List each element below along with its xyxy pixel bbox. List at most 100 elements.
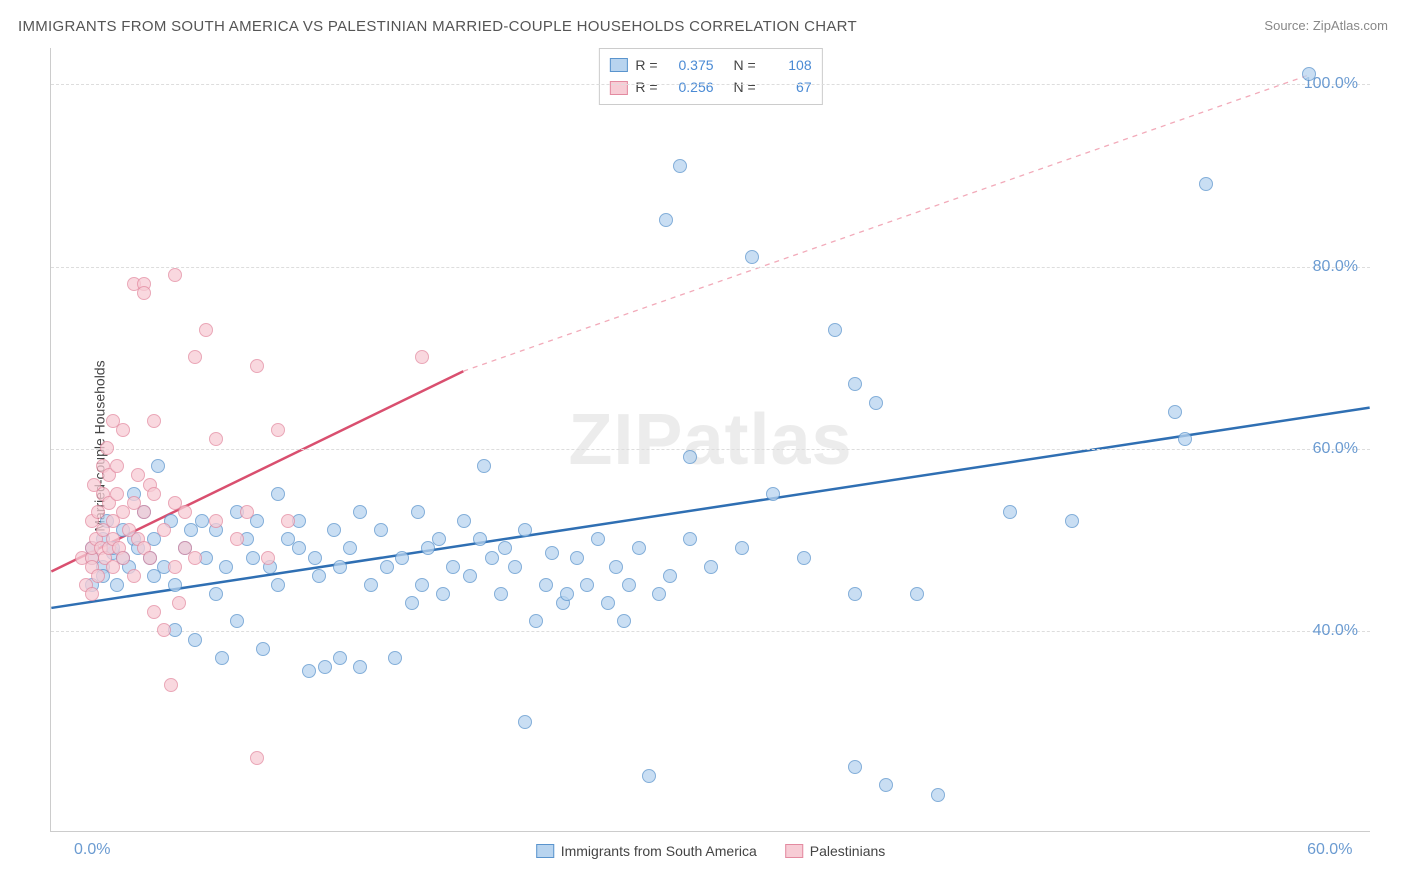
scatter-point — [147, 487, 161, 501]
scatter-point — [632, 541, 646, 555]
scatter-point — [110, 578, 124, 592]
scatter-point — [518, 523, 532, 537]
scatter-point — [110, 487, 124, 501]
scatter-point — [848, 587, 862, 601]
chart-container: IMMIGRANTS FROM SOUTH AMERICA VS PALESTI… — [0, 0, 1406, 892]
scatter-point — [498, 541, 512, 555]
scatter-point — [745, 250, 759, 264]
scatter-point — [1065, 514, 1079, 528]
scatter-point — [545, 546, 559, 560]
scatter-point — [271, 423, 285, 437]
scatter-point — [380, 560, 394, 574]
scatter-point — [395, 551, 409, 565]
scatter-point — [100, 441, 114, 455]
trend-lines-layer — [51, 48, 1370, 831]
scatter-point — [415, 578, 429, 592]
scatter-point — [580, 578, 594, 592]
scatter-point — [209, 514, 223, 528]
legend-swatch-blue — [609, 58, 627, 72]
scatter-point — [312, 569, 326, 583]
n-label: N = — [733, 54, 755, 76]
scatter-point — [127, 569, 141, 583]
watermark-zip: ZIP — [568, 400, 683, 480]
scatter-point — [539, 578, 553, 592]
scatter-point — [704, 560, 718, 574]
scatter-point — [869, 396, 883, 410]
source-attribution: Source: ZipAtlas.com — [1264, 18, 1388, 33]
scatter-point — [131, 468, 145, 482]
plot-area: ZIPatlas R = 0.375 N = 108 R = 0.256 N =… — [50, 48, 1370, 832]
scatter-point — [168, 268, 182, 282]
scatter-point — [848, 760, 862, 774]
scatter-point — [436, 587, 450, 601]
scatter-point — [230, 532, 244, 546]
scatter-point — [797, 551, 811, 565]
scatter-point — [652, 587, 666, 601]
scatter-point — [250, 359, 264, 373]
scatter-point — [215, 651, 229, 665]
legend-label-pink: Palestinians — [810, 843, 886, 859]
scatter-point — [560, 587, 574, 601]
correlation-row-blue: R = 0.375 N = 108 — [609, 54, 811, 76]
scatter-point — [147, 605, 161, 619]
scatter-point — [157, 523, 171, 537]
source-label: Source: — [1264, 18, 1309, 33]
r-value-blue: 0.375 — [668, 54, 714, 76]
scatter-point — [318, 660, 332, 674]
scatter-point — [494, 587, 508, 601]
legend-swatch-blue — [536, 844, 554, 858]
scatter-point — [353, 660, 367, 674]
scatter-point — [735, 541, 749, 555]
scatter-point — [879, 778, 893, 792]
scatter-point — [333, 560, 347, 574]
scatter-point — [485, 551, 499, 565]
scatter-point — [292, 541, 306, 555]
scatter-point — [188, 633, 202, 647]
scatter-point — [188, 551, 202, 565]
scatter-point — [199, 323, 213, 337]
scatter-point — [828, 323, 842, 337]
scatter-point — [188, 350, 202, 364]
scatter-point — [137, 505, 151, 519]
r-value-pink: 0.256 — [668, 76, 714, 98]
legend-item-pink: Palestinians — [785, 843, 886, 859]
y-tick-label: 80.0% — [1313, 258, 1358, 276]
n-value-pink: 67 — [766, 76, 812, 98]
scatter-point — [570, 551, 584, 565]
scatter-point — [609, 560, 623, 574]
watermark: ZIPatlas — [568, 399, 852, 481]
n-value-blue: 108 — [766, 54, 812, 76]
scatter-point — [473, 532, 487, 546]
scatter-point — [848, 377, 862, 391]
scatter-point — [85, 587, 99, 601]
scatter-point — [91, 569, 105, 583]
correlation-row-pink: R = 0.256 N = 67 — [609, 76, 811, 98]
scatter-point — [1302, 67, 1316, 81]
scatter-point — [333, 651, 347, 665]
scatter-point — [683, 450, 697, 464]
scatter-point — [230, 614, 244, 628]
scatter-point — [508, 560, 522, 574]
scatter-point — [931, 788, 945, 802]
scatter-point — [446, 560, 460, 574]
scatter-point — [143, 551, 157, 565]
chart-title: IMMIGRANTS FROM SOUTH AMERICA VS PALESTI… — [18, 18, 857, 35]
scatter-point — [642, 769, 656, 783]
gridline — [51, 449, 1370, 450]
scatter-point — [281, 514, 295, 528]
scatter-point — [147, 414, 161, 428]
y-tick-label: 60.0% — [1313, 440, 1358, 458]
scatter-point — [477, 459, 491, 473]
scatter-point — [518, 715, 532, 729]
scatter-point — [195, 514, 209, 528]
scatter-point — [1199, 177, 1213, 191]
scatter-point — [591, 532, 605, 546]
legend-label-blue: Immigrants from South America — [561, 843, 757, 859]
scatter-point — [353, 505, 367, 519]
scatter-point — [388, 651, 402, 665]
series-legend: Immigrants from South America Palestinia… — [536, 843, 886, 859]
scatter-point — [415, 350, 429, 364]
legend-swatch-pink — [609, 81, 627, 95]
gridline — [51, 267, 1370, 268]
x-tick-label: 0.0% — [74, 841, 110, 859]
